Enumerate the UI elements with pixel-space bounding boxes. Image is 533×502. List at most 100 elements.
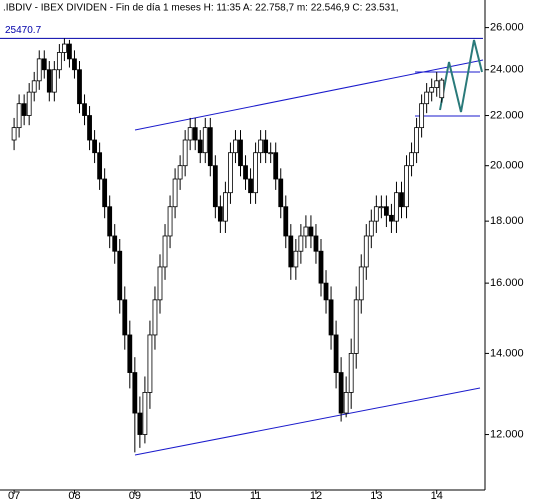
candle-body — [21, 103, 27, 116]
candle-body — [212, 165, 218, 208]
candle-body — [36, 58, 42, 82]
level-label: 25470.7 — [5, 25, 42, 36]
candle-body — [46, 69, 52, 93]
x-tick-label: 09 — [129, 490, 141, 502]
candle-body — [87, 115, 92, 141]
candle-body — [333, 334, 339, 373]
candle-body — [399, 192, 404, 208]
candle-body — [373, 206, 379, 222]
candle-body — [137, 412, 143, 435]
candle-body — [102, 178, 108, 208]
candle-body — [192, 127, 198, 141]
candle-body — [313, 235, 319, 252]
candle-body — [404, 165, 409, 208]
candle-body — [394, 192, 399, 222]
candle-body — [293, 250, 299, 268]
candle-body — [56, 52, 62, 71]
y-tick-label: 20.000 — [490, 160, 524, 172]
y-tick-label: 16.000 — [490, 277, 524, 289]
x-tick-label: 12 — [310, 490, 322, 502]
candle-body — [268, 152, 274, 155]
candle-body — [434, 80, 440, 88]
y-tick-label: 22.000 — [490, 109, 524, 121]
channel-lower — [134, 387, 481, 456]
candle-body — [182, 139, 188, 167]
candle-body — [283, 206, 289, 237]
y-tick-label: 26.000 — [490, 22, 524, 34]
candle-body — [132, 372, 138, 414]
candle-body — [197, 139, 203, 154]
candle-body — [298, 235, 304, 252]
candle-body — [67, 43, 72, 60]
candle-body — [222, 192, 228, 222]
candle-body — [26, 91, 32, 116]
candle-body — [31, 80, 37, 93]
x-tick-label: 08 — [68, 490, 80, 502]
chart-title: .IBDIV - IBEX DIVIDEN - Fin de día 1 mes… — [3, 3, 399, 14]
candle-body — [278, 178, 284, 208]
candle-body — [167, 206, 173, 237]
candle-body — [51, 69, 57, 93]
candle-body — [41, 58, 47, 71]
candle-body — [16, 103, 22, 129]
x-tick-label: 14 — [431, 490, 443, 502]
candle-body — [368, 220, 374, 237]
candle-body — [142, 392, 148, 435]
candle-body — [207, 127, 213, 167]
candle-body — [122, 299, 128, 336]
candle-body — [439, 79, 445, 99]
candle-body — [348, 353, 354, 393]
candle-body — [343, 392, 349, 414]
candle-body — [62, 43, 67, 53]
candle-body — [258, 139, 264, 154]
y-tick-label: 18.000 — [490, 215, 524, 227]
candle-body — [263, 139, 269, 154]
candle-body — [177, 165, 183, 180]
candle-body — [409, 152, 414, 167]
candle-body — [157, 266, 163, 301]
candle-body — [127, 334, 133, 373]
candle-body — [117, 250, 123, 301]
candle-body — [228, 152, 233, 194]
candle-body — [202, 127, 208, 154]
candle-body — [318, 250, 324, 284]
candle-body — [338, 372, 344, 414]
y-tick-label: 12.000 — [490, 428, 524, 440]
candle-body — [389, 214, 394, 222]
x-tick-label: 11 — [250, 490, 261, 502]
candle-body — [253, 152, 258, 194]
candle-body — [303, 226, 309, 237]
candle-body — [358, 266, 364, 301]
candle-body — [82, 103, 87, 116]
candle-body — [77, 69, 82, 105]
x-tick-label: 10 — [189, 490, 201, 502]
candle-body — [172, 178, 178, 208]
candle-body — [328, 299, 334, 336]
candle-body — [187, 127, 193, 141]
projection — [439, 39, 483, 113]
candle-body — [11, 127, 17, 141]
candle-body — [217, 206, 223, 222]
candle-body — [424, 91, 430, 105]
candle-body — [383, 206, 389, 216]
candle-body — [429, 87, 435, 93]
candle-body — [414, 127, 419, 154]
candle-body — [353, 299, 359, 354]
candle-body — [243, 165, 248, 180]
candle-body — [273, 152, 279, 180]
candle-body — [308, 226, 314, 237]
candle-body — [72, 58, 77, 71]
candle-body — [107, 206, 113, 237]
candle-body — [323, 282, 329, 301]
candle-body — [233, 139, 238, 154]
candle-body — [378, 206, 384, 209]
x-tick-label: 07 — [8, 490, 20, 502]
candle-body — [152, 299, 158, 336]
x-tick-label: 13 — [370, 490, 382, 502]
candle-body — [288, 235, 294, 268]
candle-body — [147, 334, 153, 393]
candle-body — [162, 235, 168, 268]
candle-body — [419, 103, 425, 129]
y-tick-label: 24.000 — [490, 64, 524, 76]
